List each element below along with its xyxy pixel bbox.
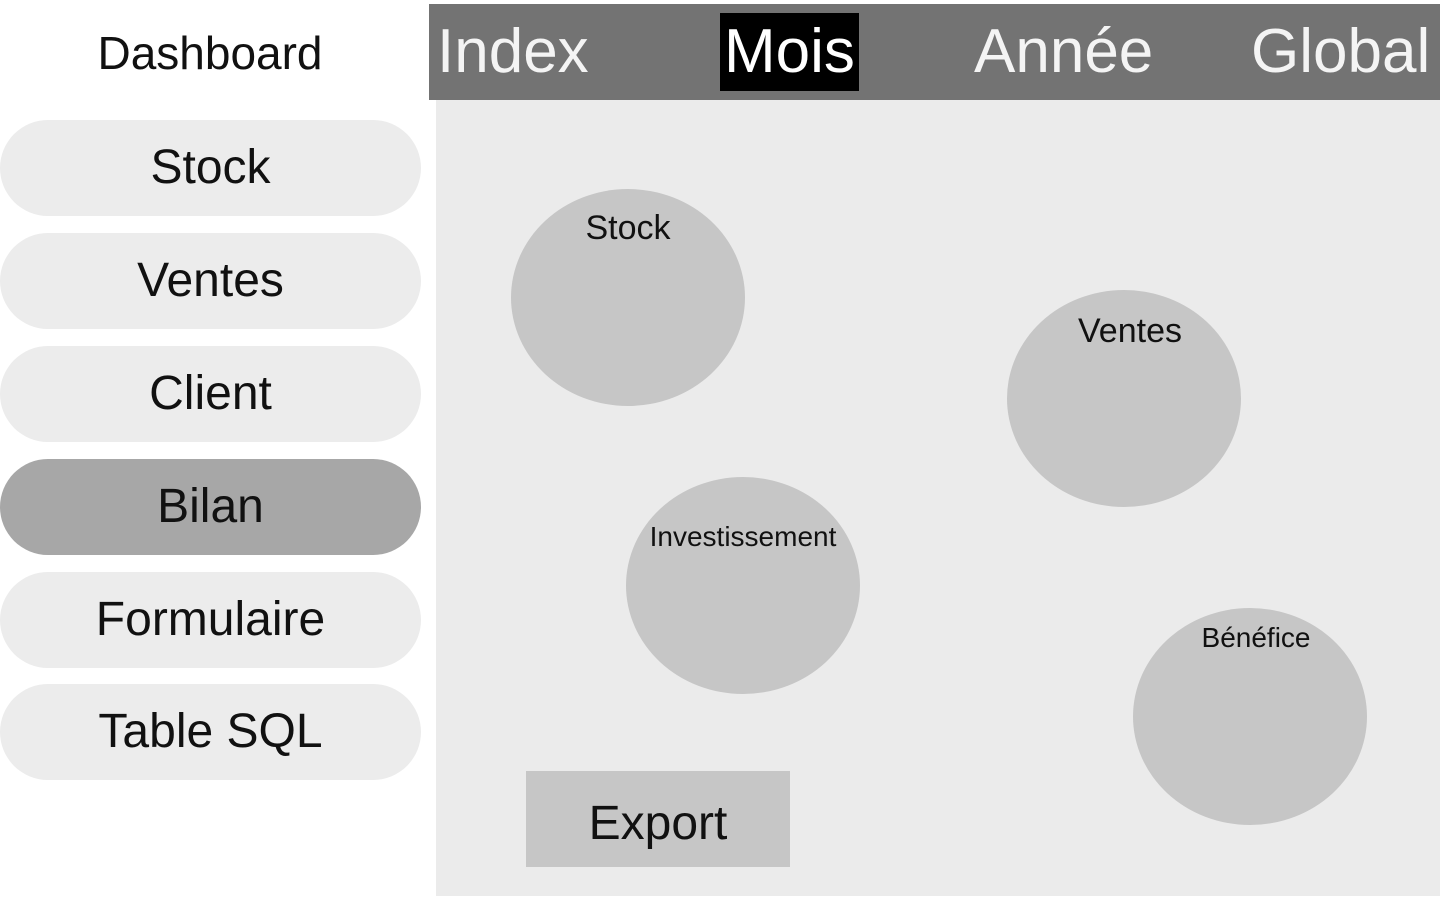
tab-global[interactable]: Global xyxy=(1251,17,1431,86)
sidebar: Dashboard Stock Ventes Client Bilan Form… xyxy=(0,0,430,900)
tab-index[interactable]: Index xyxy=(437,17,589,86)
top-tab-bar: Index Mois Année Global xyxy=(429,4,1440,100)
investissement-bubble[interactable]: Investissement xyxy=(626,477,860,694)
sidebar-item-table-sql[interactable]: Table SQL xyxy=(0,684,421,780)
tab-mois[interactable]: Mois xyxy=(720,13,859,91)
ventes-bubble[interactable]: Ventes xyxy=(1007,290,1241,507)
investissement-bubble-label: Investissement xyxy=(649,521,837,552)
stock-bubble[interactable]: Stock xyxy=(511,189,745,406)
sidebar-item-stock[interactable]: Stock xyxy=(0,120,421,216)
sidebar-item-formulaire[interactable]: Formulaire xyxy=(0,572,421,668)
benefice-bubble-label: Bénéfice xyxy=(1201,622,1311,653)
stock-bubble-label: Stock xyxy=(585,209,671,247)
dashboard-title[interactable]: Dashboard xyxy=(97,27,323,79)
benefice-bubble[interactable]: Bénéfice xyxy=(1133,608,1367,825)
sidebar-item-ventes[interactable]: Ventes xyxy=(0,233,421,329)
ventes-bubble-label: Ventes xyxy=(1078,312,1182,350)
sidebar-item-client[interactable]: Client xyxy=(0,346,421,442)
main-panel: Stock Ventes Investissement Bénéfice Exp… xyxy=(436,100,1440,896)
tab-annee[interactable]: Année xyxy=(974,17,1154,86)
sidebar-item-bilan[interactable]: Bilan xyxy=(0,459,421,555)
export-button[interactable]: Export xyxy=(526,771,790,867)
